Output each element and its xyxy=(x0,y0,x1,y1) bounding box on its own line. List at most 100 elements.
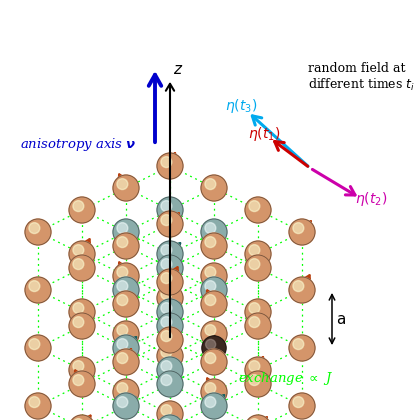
Circle shape xyxy=(245,415,271,420)
Circle shape xyxy=(113,393,139,419)
Circle shape xyxy=(205,267,216,278)
Circle shape xyxy=(161,215,172,226)
Circle shape xyxy=(157,285,183,311)
Circle shape xyxy=(117,353,128,364)
Circle shape xyxy=(201,349,227,375)
Circle shape xyxy=(69,313,95,339)
Circle shape xyxy=(201,321,227,347)
Circle shape xyxy=(161,346,172,357)
Circle shape xyxy=(113,263,139,289)
Circle shape xyxy=(161,273,172,284)
Circle shape xyxy=(113,277,139,303)
Circle shape xyxy=(161,404,172,415)
Circle shape xyxy=(245,371,271,397)
Circle shape xyxy=(25,219,51,245)
Circle shape xyxy=(249,317,260,328)
Circle shape xyxy=(117,267,128,278)
Circle shape xyxy=(73,201,84,212)
Circle shape xyxy=(117,223,128,234)
Circle shape xyxy=(293,339,304,349)
Circle shape xyxy=(157,415,183,420)
Circle shape xyxy=(73,303,84,314)
Circle shape xyxy=(117,383,128,394)
Circle shape xyxy=(201,175,227,201)
Circle shape xyxy=(201,219,227,245)
Circle shape xyxy=(117,295,128,306)
Circle shape xyxy=(25,277,51,303)
Circle shape xyxy=(205,178,216,189)
Circle shape xyxy=(161,259,172,270)
Circle shape xyxy=(201,291,227,317)
Circle shape xyxy=(201,277,227,303)
Circle shape xyxy=(161,317,172,328)
Circle shape xyxy=(249,361,260,372)
Circle shape xyxy=(73,317,84,328)
Circle shape xyxy=(25,335,51,361)
Text: $\eta(t_3)$: $\eta(t_3)$ xyxy=(225,97,257,115)
Circle shape xyxy=(245,241,271,267)
Circle shape xyxy=(245,313,271,339)
Circle shape xyxy=(157,269,183,295)
Text: exchange $\propto$ J: exchange $\propto$ J xyxy=(238,370,333,387)
Circle shape xyxy=(161,419,172,420)
Circle shape xyxy=(29,223,40,234)
Circle shape xyxy=(293,281,304,291)
Circle shape xyxy=(157,211,183,237)
Circle shape xyxy=(69,415,95,420)
Circle shape xyxy=(73,244,84,255)
Circle shape xyxy=(289,277,315,303)
Circle shape xyxy=(29,339,40,349)
Circle shape xyxy=(69,197,95,223)
Circle shape xyxy=(289,335,315,361)
Circle shape xyxy=(249,375,260,386)
Circle shape xyxy=(73,361,84,372)
Circle shape xyxy=(201,393,227,419)
Circle shape xyxy=(157,299,183,325)
Text: anisotropy axis $\boldsymbol{\nu}$: anisotropy axis $\boldsymbol{\nu}$ xyxy=(20,136,136,153)
Circle shape xyxy=(113,349,139,375)
Circle shape xyxy=(205,325,216,336)
Circle shape xyxy=(117,396,128,407)
Circle shape xyxy=(113,219,139,245)
Circle shape xyxy=(205,281,216,291)
Circle shape xyxy=(205,295,216,306)
Circle shape xyxy=(205,353,216,364)
Circle shape xyxy=(117,281,128,291)
Circle shape xyxy=(206,339,216,349)
Circle shape xyxy=(249,244,260,255)
Circle shape xyxy=(161,375,172,386)
Circle shape xyxy=(245,299,271,325)
Circle shape xyxy=(157,153,183,179)
Circle shape xyxy=(113,175,139,201)
Circle shape xyxy=(113,335,139,361)
Circle shape xyxy=(29,281,40,291)
Circle shape xyxy=(293,396,304,407)
Circle shape xyxy=(157,357,183,383)
Circle shape xyxy=(289,219,315,245)
Circle shape xyxy=(205,383,216,394)
Circle shape xyxy=(249,259,260,270)
Text: random field at
different times $t_i$: random field at different times $t_i$ xyxy=(308,62,415,94)
Circle shape xyxy=(157,255,183,281)
Circle shape xyxy=(69,371,95,397)
Circle shape xyxy=(289,393,315,419)
Circle shape xyxy=(73,259,84,270)
Circle shape xyxy=(245,255,271,281)
Circle shape xyxy=(201,379,227,405)
Circle shape xyxy=(245,357,271,383)
Circle shape xyxy=(205,236,216,247)
Circle shape xyxy=(161,303,172,314)
Text: a: a xyxy=(336,312,345,326)
Circle shape xyxy=(29,396,40,407)
Circle shape xyxy=(293,223,304,234)
Circle shape xyxy=(249,419,260,420)
Circle shape xyxy=(201,233,227,259)
Circle shape xyxy=(73,375,84,386)
Circle shape xyxy=(161,201,172,212)
Circle shape xyxy=(245,197,271,223)
Circle shape xyxy=(113,379,139,405)
Circle shape xyxy=(117,236,128,247)
Circle shape xyxy=(157,197,183,223)
Circle shape xyxy=(157,241,183,267)
Circle shape xyxy=(205,396,216,407)
